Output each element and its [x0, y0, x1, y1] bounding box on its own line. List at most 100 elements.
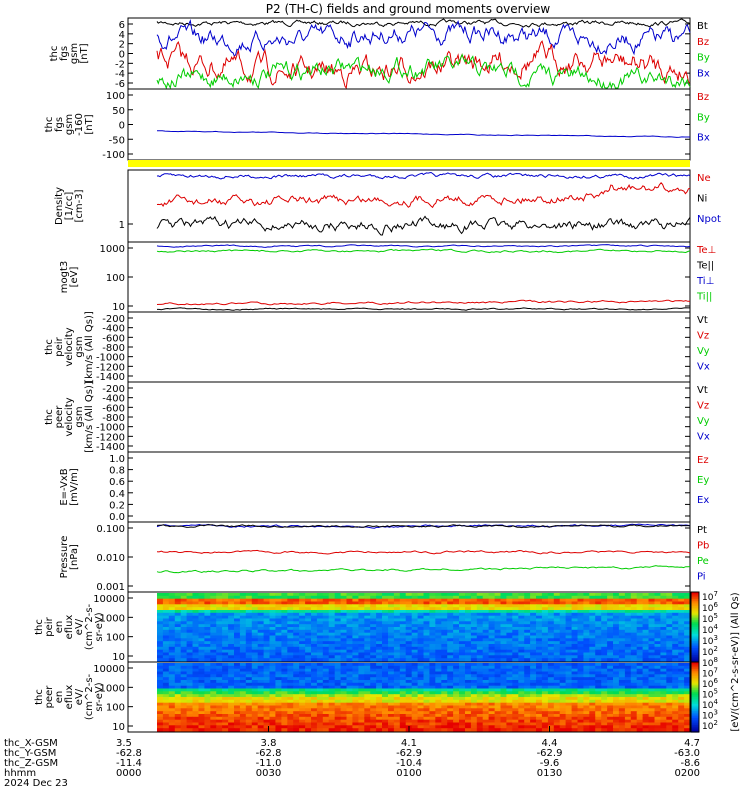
legend-entry: Vx — [697, 362, 710, 373]
panel-efield: 1.00.80.60.40.20.0 E=-VxB [mV/m] Ez Ey Ex — [59, 451, 709, 523]
legend-entry: Ti|| — [696, 292, 712, 303]
legend-entry: Ex — [697, 495, 709, 506]
y-axis-label: thc — [49, 46, 60, 62]
y-tick-label: -1400 — [96, 372, 125, 383]
y-tick-label: -200 — [102, 314, 125, 325]
x-tick-label: -9.6 — [540, 758, 560, 769]
y-tick-label: 0.2 — [109, 500, 125, 511]
y-tick-label: -1000 — [96, 353, 125, 364]
plot-title: P2 (TH-C) fields and ground moments over… — [266, 2, 551, 16]
y-tick-label: 0.100 — [96, 524, 125, 535]
legend-entry: Pe — [697, 556, 709, 567]
y-axis-label: [nT] — [84, 114, 95, 134]
y-tick-label: 10000 — [93, 664, 125, 675]
x-row-label: thc_Z-GSM — [4, 758, 58, 769]
series-ne — [156, 182, 691, 209]
legend-entry: Npot — [697, 214, 721, 225]
panel-frame — [127, 169, 691, 243]
spectrogram — [157, 663, 691, 732]
series-ti-par — [156, 248, 691, 254]
y-axis-label: gsm — [69, 43, 80, 64]
x-tick-label: -62.8 — [116, 748, 142, 759]
legend-entry: Ni — [697, 194, 707, 205]
y-tick-label: 100 — [106, 703, 125, 714]
y-axis-label: peir — [44, 616, 55, 636]
legend-entry: Vy — [697, 416, 710, 427]
y-tick-label: 10000 — [93, 594, 125, 605]
y-tick-label: 50 — [112, 106, 125, 117]
y-tick-label: -600 — [102, 403, 125, 414]
y-tick-label: 1000 — [100, 244, 125, 255]
panel-peir_velocity: -200-400-600-800-1000-1200-1400 thc peir ve… — [44, 311, 710, 383]
legend-entry: Ez — [697, 455, 709, 466]
y-axis-label: gsm — [74, 406, 85, 427]
y-axis-label: E=-VxB — [59, 468, 70, 505]
series-bx — [156, 19, 691, 57]
y-tick-label: 10 — [112, 652, 125, 663]
panel-frame — [127, 451, 691, 523]
y-axis-label: fgs — [59, 46, 70, 61]
y-axis-label: eflux — [64, 685, 75, 710]
y-tick-label: -200 — [102, 384, 125, 395]
legend-entry: Pi — [697, 572, 706, 583]
legend-entry: Te⊥ — [696, 245, 716, 256]
x-tick-label: 4.7 — [684, 738, 700, 749]
x-tick-label: -62.8 — [256, 748, 282, 759]
y-axis-label: fgs — [54, 117, 65, 132]
colorbar-label: [eV/(cm^2-s-sr-eV)] (All Qs) — [730, 592, 741, 731]
x-tick-label: -8.6 — [680, 758, 700, 769]
y-tick-label: -100 — [102, 150, 125, 161]
x-tick-label: 0200 — [675, 768, 700, 779]
y-tick-label: -4 — [115, 69, 125, 80]
x-tick-label: -10.4 — [396, 758, 422, 769]
legend-entry: Pt — [697, 525, 707, 536]
y-axis-label: [nT] — [79, 43, 90, 63]
x-tick-label: 4.4 — [542, 738, 558, 749]
y-tick-label: 0.010 — [96, 553, 125, 564]
panel-pressure: 0.100 0.010 0.001 Pressure [nPa] Pt Pb Pe Pi — [59, 521, 709, 593]
y-axis-label: eV/ — [74, 618, 85, 635]
legend-entry: Vy — [697, 346, 710, 357]
legend-entry: Pb — [697, 541, 709, 552]
y-axis-label: sr-eV) — [94, 682, 105, 711]
legend-entry: Ti⊥ — [696, 276, 714, 287]
y-axis-label: (cm^2-s- — [84, 673, 95, 720]
y-axis-label: (cm^2-s- — [84, 603, 95, 650]
y-tick-label: 1 — [119, 220, 125, 231]
x-tick-label: -11.4 — [116, 758, 142, 769]
series-te-perp — [156, 299, 690, 306]
y-axis-label: eV/ — [74, 688, 85, 705]
series-ti-perp — [156, 244, 691, 248]
y-tick-label: 6 — [119, 20, 125, 31]
series-by — [156, 53, 691, 90]
series-pt — [156, 524, 691, 529]
panel-fgs_gsm_hp: 100 50 0 -50 -100 thc fgs gsm -160 [nT] Bz By Bx — [44, 88, 710, 161]
legend-entry: Bt — [697, 21, 708, 32]
x-row-label: thc_Y-GSM — [4, 748, 56, 759]
y-tick-label: -800 — [102, 413, 125, 424]
y-tick-label: -800 — [102, 343, 125, 354]
x-row-label: thc_X-GSM — [4, 738, 58, 749]
y-tick-label: 0.6 — [109, 477, 125, 488]
panel-peer_spec: 10000 1000 100 10 thc peer en eflux eV/(cm^2-s-s… — [34, 661, 691, 733]
y-axis-label: en — [54, 691, 65, 704]
series-ni — [156, 215, 691, 236]
y-tick-label: -1200 — [96, 432, 125, 443]
y-tick-label: 10 — [112, 302, 125, 313]
x-tick-label: 3.8 — [261, 738, 277, 749]
series-te-par — [157, 307, 690, 311]
y-axis-label: thc — [34, 619, 45, 635]
y-tick-label: 0.001 — [96, 582, 125, 593]
y-axis-label: peer — [54, 405, 65, 429]
panel-density: 1 Density [1/cc] [cm-3] Ne Ni Npot — [54, 169, 721, 243]
x-tick-label: -63.0 — [674, 748, 700, 759]
x-tick-label: -62.9 — [537, 748, 563, 759]
y-tick-label: 0 — [119, 50, 125, 61]
y-axis-label: Pressure — [59, 536, 70, 579]
panel-frame — [127, 521, 691, 593]
y-axis-label: gsm — [74, 336, 85, 357]
y-axis-label: thc — [44, 117, 55, 133]
y-tick-label: -1400 — [96, 442, 125, 453]
